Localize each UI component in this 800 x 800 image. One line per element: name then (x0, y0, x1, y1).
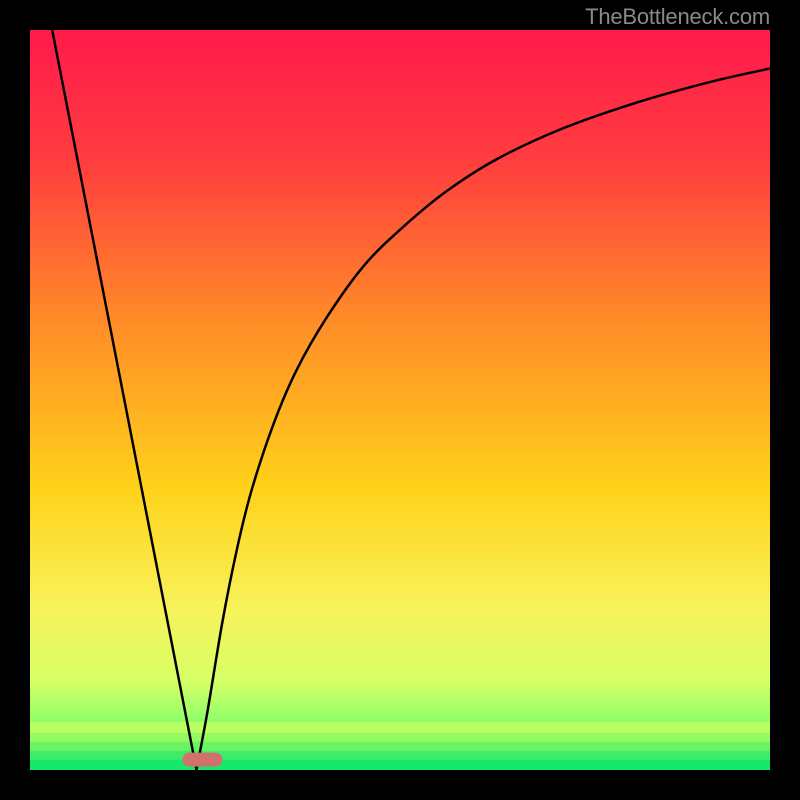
chart-container: TheBottleneck.com (0, 0, 800, 800)
plot-area (30, 30, 770, 770)
optimal-marker (182, 753, 222, 767)
watermark-text: TheBottleneck.com (585, 4, 770, 30)
bottom-stripes (30, 722, 770, 770)
gradient-background (30, 30, 770, 770)
chart-svg (30, 30, 770, 770)
